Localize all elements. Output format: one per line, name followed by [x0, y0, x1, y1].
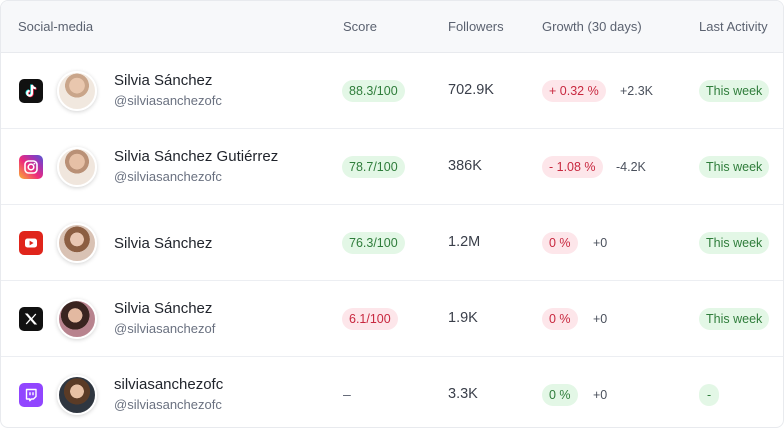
score-empty: – — [343, 386, 351, 402]
profile-handle: @silviasanchezof — [114, 321, 216, 336]
growth-percent-badge: 0 % — [542, 232, 578, 254]
profile-name[interactable]: silviasanchezofc — [114, 376, 224, 393]
column-header-last-activity[interactable]: Last Activity — [699, 19, 768, 34]
last-activity-badge: This week — [699, 232, 770, 254]
column-header-score[interactable]: Score — [343, 19, 377, 34]
score-badge: 78.7/100 — [342, 156, 405, 178]
column-header-followers[interactable]: Followers — [448, 19, 504, 34]
growth-absolute: +0 — [593, 388, 608, 402]
avatar[interactable] — [57, 223, 97, 263]
growth-percent-badge: - 1.08 % — [542, 156, 603, 178]
last-activity-badge: This week — [699, 80, 770, 102]
followers-count: 1.9K — [448, 310, 478, 326]
profile-handle: @silviasanchezofc — [114, 397, 222, 412]
last-activity-badge: This week — [699, 308, 770, 330]
profile-name[interactable]: Silvia Sánchez — [114, 235, 213, 252]
profile-handle: @silviasanchezofc — [114, 93, 222, 108]
growth-absolute: +2.3K — [620, 84, 654, 98]
avatar[interactable] — [57, 147, 97, 187]
score-badge: 6.1/100 — [342, 308, 398, 330]
column-header-social-media[interactable]: Social-media — [18, 19, 94, 34]
column-header-growth[interactable]: Growth (30 days) — [542, 19, 642, 34]
profile-name[interactable]: Silvia Sánchez — [114, 72, 213, 89]
growth-absolute: +0 — [593, 236, 608, 250]
twitch-icon — [19, 383, 43, 407]
growth-percent-badge: + 0.32 % — [542, 80, 606, 102]
table-row-x[interactable]: Silvia Sánchez @silviasanchezof 6.1/100 … — [1, 281, 783, 357]
score-badge: 76.3/100 — [342, 232, 405, 254]
x-icon — [19, 307, 43, 331]
followers-count: 386K — [448, 158, 482, 174]
youtube-icon — [19, 231, 43, 255]
instagram-icon — [19, 155, 43, 179]
growth-percent-badge: 0 % — [542, 384, 578, 406]
growth-absolute: -4.2K — [616, 160, 646, 174]
last-activity-badge: - — [699, 384, 720, 406]
avatar[interactable] — [57, 299, 97, 339]
followers-count: 3.3K — [448, 386, 478, 402]
growth-percent-badge: 0 % — [542, 308, 578, 330]
profile-name[interactable]: Silvia Sánchez Gutiérrez — [114, 148, 279, 165]
profile-handle: @silviasanchezofc — [114, 169, 222, 184]
table-row-tiktok[interactable]: Silvia Sánchez @silviasanchezofc 88.3/10… — [1, 53, 783, 129]
table-row-twitch[interactable]: silviasanchezofc @silviasanchezofc – 3.3… — [1, 357, 783, 427]
growth-absolute: +0 — [593, 312, 608, 326]
avatar[interactable] — [57, 71, 97, 111]
profile-name[interactable]: Silvia Sánchez — [114, 300, 213, 317]
table-row-youtube[interactable]: Silvia Sánchez 76.3/100 1.2M 0 % +0 This… — [1, 205, 783, 281]
avatar[interactable] — [57, 375, 97, 415]
table-header: Social-media Score Followers Growth (30 … — [1, 1, 783, 53]
table-row-instagram[interactable]: Silvia Sánchez Gutiérrez @silviasanchezo… — [1, 129, 783, 205]
last-activity-badge: This week — [699, 156, 770, 178]
followers-count: 702.9K — [448, 82, 494, 98]
score-badge: 88.3/100 — [342, 80, 405, 102]
followers-count: 1.2M — [448, 234, 481, 250]
tiktok-icon — [19, 79, 43, 103]
